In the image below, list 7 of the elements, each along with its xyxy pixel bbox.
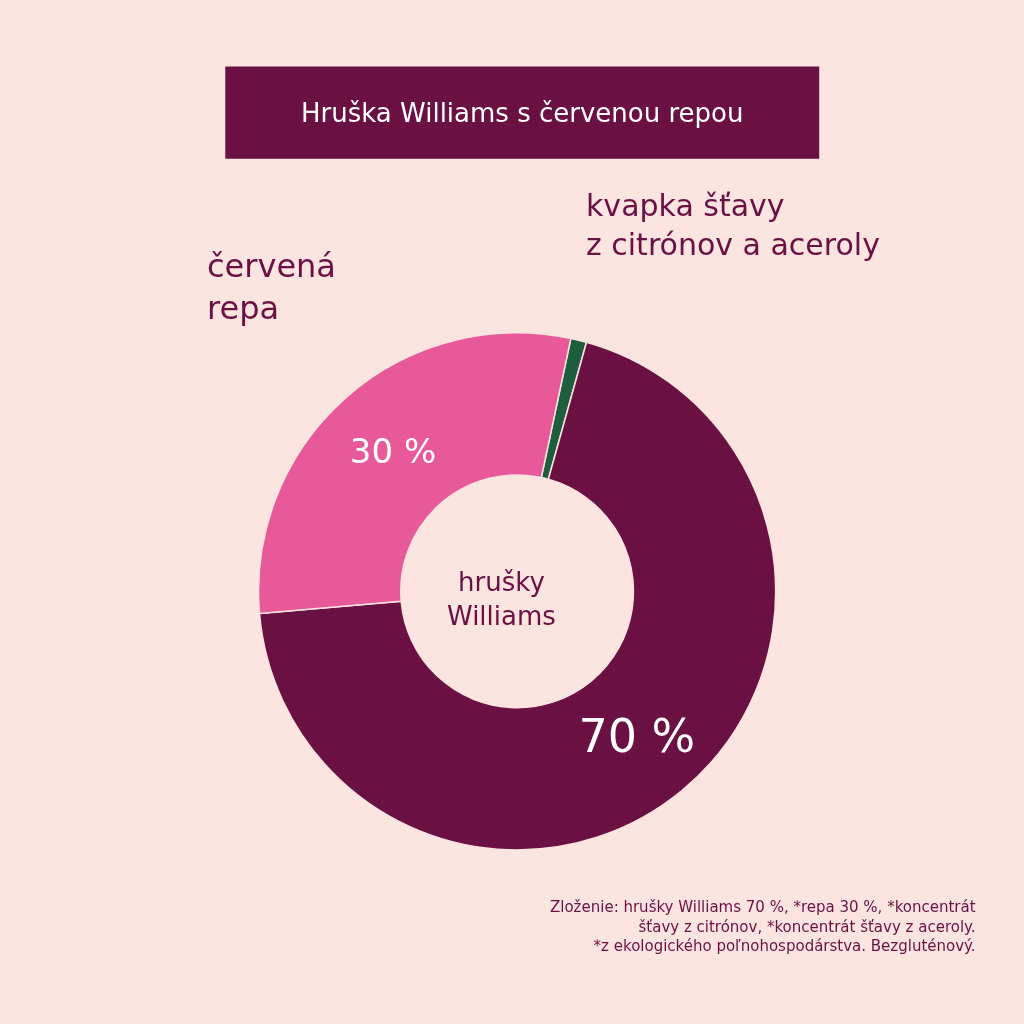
data-label: 30 % (349, 430, 437, 471)
data-label: 70 % (578, 708, 696, 763)
slice-label: kvapka šťavy z citrónov a aceroly (586, 188, 880, 262)
slice-label: červená repa (207, 247, 336, 327)
text: Zloženie: hrušky Williams 70 %, *repa 30 %, *koncentrát šťavy z citrónov, *koncentrát šťavy z aceroly. *z ekologického poľnohospodárstva. Bezgluténový. (550, 898, 976, 955)
slice-label: hrušky Williams (447, 567, 556, 631)
chart-title: Hruška Williams s červenou repou (301, 97, 744, 128)
